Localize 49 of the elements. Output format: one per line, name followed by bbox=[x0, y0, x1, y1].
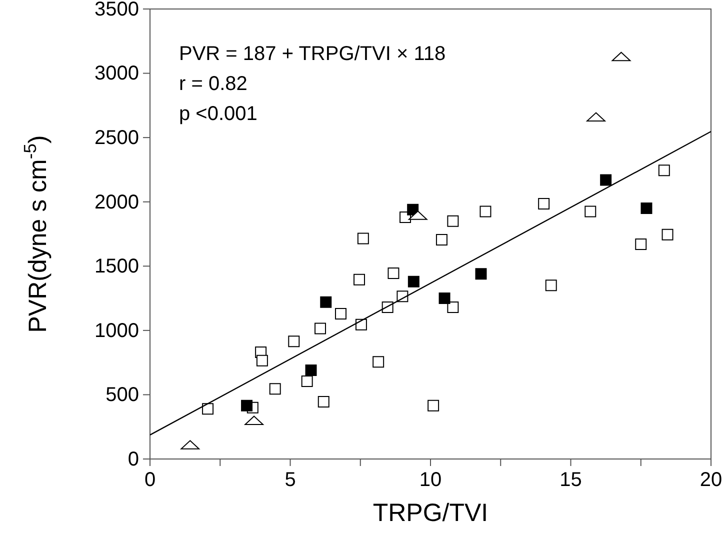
x-tick-label: 0 bbox=[144, 469, 156, 492]
point bbox=[320, 296, 332, 308]
y-tick-label: 2000 bbox=[94, 191, 139, 214]
annotation: r = 0.82 bbox=[179, 73, 248, 95]
point bbox=[658, 164, 670, 176]
point bbox=[256, 354, 268, 366]
x-tick-label: 10 bbox=[419, 469, 442, 492]
point bbox=[301, 375, 313, 387]
x-tick-label: 15 bbox=[560, 469, 582, 492]
point bbox=[538, 198, 550, 210]
y-tick-label: 1500 bbox=[94, 256, 139, 278]
point bbox=[640, 202, 652, 214]
point bbox=[305, 364, 317, 376]
point bbox=[635, 238, 647, 250]
y-tick-label: 3000 bbox=[94, 62, 139, 85]
point bbox=[662, 228, 674, 240]
point bbox=[357, 232, 369, 244]
point bbox=[408, 276, 420, 288]
point bbox=[318, 396, 330, 408]
point bbox=[269, 383, 281, 395]
x-tick-label: 20 bbox=[700, 469, 722, 492]
point bbox=[438, 292, 450, 304]
annotation: PVR = 187 + TRPG/TVI × 118 bbox=[179, 43, 446, 65]
y-tick-label: 1000 bbox=[94, 320, 139, 342]
y-tick-label: 500 bbox=[106, 384, 139, 406]
y-tick-label: 2500 bbox=[94, 126, 139, 149]
point bbox=[288, 336, 300, 348]
point bbox=[355, 318, 367, 330]
x-axis-title: TRPG/TVI bbox=[372, 499, 488, 527]
point bbox=[436, 234, 448, 246]
point bbox=[584, 206, 596, 218]
x-tick-label: 5 bbox=[284, 469, 296, 492]
point bbox=[241, 400, 253, 412]
point bbox=[447, 215, 459, 227]
point bbox=[388, 267, 400, 279]
point bbox=[202, 403, 214, 415]
point bbox=[314, 322, 326, 334]
annotation: p <0.001 bbox=[179, 103, 258, 125]
y-tick-label: 0 bbox=[128, 448, 139, 470]
point bbox=[447, 302, 459, 314]
point bbox=[475, 268, 487, 280]
point bbox=[354, 274, 365, 286]
point bbox=[545, 280, 557, 292]
point bbox=[428, 400, 440, 412]
point bbox=[334, 308, 346, 320]
point bbox=[372, 356, 384, 368]
y-tick-label: 3500 bbox=[94, 0, 139, 20]
point bbox=[600, 174, 612, 186]
point bbox=[480, 206, 492, 218]
